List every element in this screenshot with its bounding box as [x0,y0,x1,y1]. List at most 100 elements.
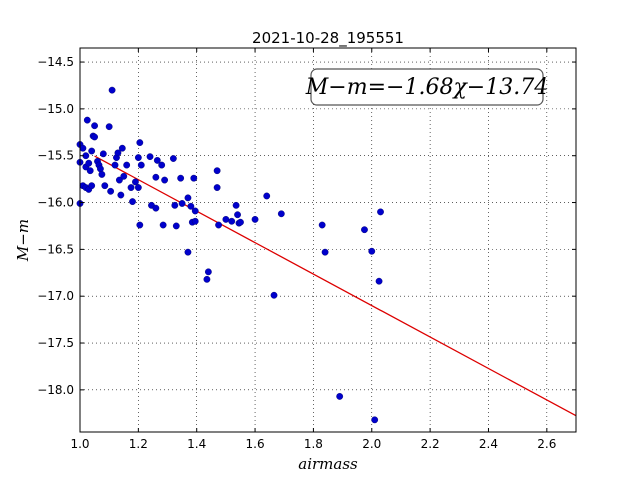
data-point [91,122,98,130]
chart-title: 2021-10-28_195551 [252,29,404,48]
tick-marks [79,48,576,432]
data-point [152,173,160,181]
data-point [136,221,144,229]
x-tick-label: 2.6 [537,437,556,451]
data-point [108,86,116,94]
data-points [76,86,384,424]
y-tick-labels: −14.5 −15.0 −15.5 −16.0 −16.5 −17.0 −17.5 −18.0 [37,55,74,397]
y-tick-label: −15.0 [37,102,74,116]
data-point [136,139,144,146]
y-tick-label: −14.5 [37,55,74,69]
data-point [111,161,119,169]
data-point [107,187,115,195]
x-tick-label: 2.0 [362,437,381,451]
data-point [336,393,344,400]
data-point [263,192,271,200]
data-point [120,172,128,180]
data-point [85,159,93,167]
data-point [88,182,96,190]
data-point [177,174,185,182]
data-point [132,178,139,186]
data-point [158,161,166,169]
data-point [161,176,169,184]
data-point [134,154,142,161]
data-point [321,248,329,256]
data-point [152,204,160,212]
data-point [134,184,142,191]
data-point [318,221,326,229]
data-point [187,202,195,210]
data-point [169,155,177,162]
plot-area [76,47,577,433]
data-point [251,215,259,223]
data-point [172,222,180,230]
data-point [232,201,240,209]
data-point [234,211,241,219]
data-point [91,133,98,141]
data-point [114,149,122,157]
y-tick-label: −18.0 [37,383,74,397]
data-point [213,167,221,175]
y-tick-label: −17.0 [37,289,74,303]
y-tick-label: −16.5 [37,242,74,256]
x-tick-label: 1.8 [304,437,323,451]
data-point [368,247,376,255]
data-point [361,226,368,234]
data-point [105,123,113,131]
data-point [375,277,383,285]
data-point [203,275,211,283]
fit-annotation-box: M−m=−1.68χ−13.74 [305,68,548,106]
data-point [79,144,87,152]
annotation-frame [310,68,544,106]
data-point [86,167,94,175]
data-point [213,184,221,191]
x-tick-label: 1.6 [246,437,265,451]
data-point [215,221,222,229]
x-tick-label: 2.4 [479,437,498,451]
y-tick-label: −15.5 [37,149,74,163]
data-point [83,116,91,124]
data-point [97,165,104,173]
data-point [123,161,131,169]
data-point [222,215,230,223]
x-tick-label: 2.2 [421,437,440,451]
y-gridlines [80,61,576,391]
x-axis-label: airmass [298,455,358,473]
data-point [98,171,106,178]
data-point [190,174,198,182]
fit-line-layer [94,155,577,417]
x-tick-label: 1.2 [129,437,148,451]
data-point [171,201,179,209]
x-tick-label: 1.0 [70,437,89,451]
data-point [270,291,278,299]
data-point [178,200,186,207]
plot-frame [79,47,577,433]
data-point [127,184,135,191]
x-tick-label: 1.4 [187,437,206,451]
data-point [228,217,236,225]
data-point [137,161,145,169]
data-point [129,198,136,206]
x-tick-labels: 1.0 1.2 1.4 1.6 1.8 2.0 2.2 2.4 2.6 [70,437,556,451]
plot-background [80,48,576,432]
data-point [159,221,167,229]
data-point [371,416,379,424]
data-point [237,218,244,226]
data-point [115,176,123,184]
y-tick-label: −17.5 [37,336,74,350]
data-point [191,217,199,225]
data-point [99,150,107,158]
data-point [377,208,384,216]
data-point [146,153,154,161]
fit-line [94,155,577,417]
data-point [184,248,192,256]
fit-equation-annotation: M−m=−1.68χ−13.74 [305,75,548,100]
data-point [117,191,125,199]
data-point [204,268,212,276]
data-point [184,194,192,202]
y-axis-label: M−m [14,219,32,262]
y-tick-label: −16.0 [37,196,74,210]
data-point [153,156,161,164]
data-point [88,147,96,155]
